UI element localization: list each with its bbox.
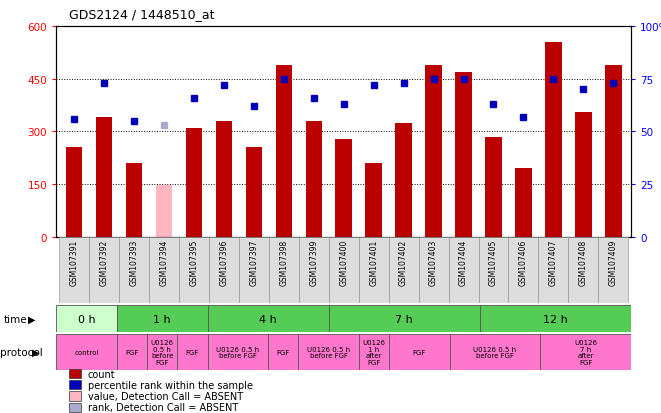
- Text: GSM107394: GSM107394: [159, 240, 169, 286]
- Text: ▶: ▶: [28, 314, 36, 324]
- Bar: [575, 113, 592, 237]
- Text: rank, Detection Call = ABSENT: rank, Detection Call = ABSENT: [88, 402, 238, 412]
- Bar: [147, 335, 177, 370]
- Bar: [89, 237, 119, 304]
- Bar: [59, 237, 89, 304]
- Bar: [329, 306, 480, 332]
- Text: U0126
1 h
after
FGF: U0126 1 h after FGF: [362, 339, 385, 365]
- Text: GSM107393: GSM107393: [130, 240, 139, 286]
- Bar: [359, 335, 389, 370]
- Text: GSM107400: GSM107400: [339, 240, 348, 286]
- Text: U0126 0.5 h
before FGF: U0126 0.5 h before FGF: [473, 346, 517, 358]
- Text: GSM107409: GSM107409: [609, 240, 618, 286]
- Bar: [366, 164, 382, 237]
- Bar: [425, 65, 442, 237]
- Bar: [598, 237, 628, 304]
- Text: 7 h: 7 h: [395, 314, 413, 324]
- Text: time: time: [3, 314, 27, 324]
- Text: GDS2124 / 1448510_at: GDS2124 / 1448510_at: [69, 8, 215, 21]
- Text: value, Detection Call = ABSENT: value, Detection Call = ABSENT: [88, 391, 243, 401]
- Bar: [418, 237, 449, 304]
- Bar: [449, 335, 541, 370]
- Text: GSM107405: GSM107405: [489, 240, 498, 286]
- Bar: [186, 128, 202, 237]
- Text: FGF: FGF: [125, 349, 139, 355]
- Bar: [336, 139, 352, 237]
- Bar: [480, 306, 631, 332]
- Bar: [389, 335, 449, 370]
- Bar: [389, 237, 418, 304]
- Text: U0126 0.5 h
before FGF: U0126 0.5 h before FGF: [307, 346, 350, 358]
- Bar: [508, 237, 539, 304]
- Bar: [455, 73, 472, 237]
- Bar: [605, 65, 621, 237]
- Bar: [539, 237, 568, 304]
- Text: GSM107392: GSM107392: [100, 240, 108, 286]
- Text: U0126
0.5 h
before
FGF: U0126 0.5 h before FGF: [151, 339, 174, 365]
- Bar: [96, 118, 112, 237]
- Bar: [479, 237, 508, 304]
- Text: GSM107402: GSM107402: [399, 240, 408, 286]
- Bar: [56, 306, 117, 332]
- Text: ▶: ▶: [32, 347, 39, 357]
- Text: FGF: FGF: [412, 349, 426, 355]
- Text: 4 h: 4 h: [259, 314, 277, 324]
- Text: GSM107408: GSM107408: [579, 240, 588, 286]
- Text: GSM107396: GSM107396: [219, 240, 229, 286]
- Bar: [208, 335, 268, 370]
- Bar: [208, 306, 329, 332]
- Text: 12 h: 12 h: [543, 314, 568, 324]
- Bar: [179, 237, 209, 304]
- Bar: [177, 335, 208, 370]
- Bar: [149, 237, 179, 304]
- Bar: [209, 237, 239, 304]
- Text: count: count: [88, 369, 116, 379]
- Bar: [117, 335, 147, 370]
- Bar: [126, 164, 142, 237]
- Bar: [359, 237, 389, 304]
- Text: percentile rank within the sample: percentile rank within the sample: [88, 380, 253, 390]
- Bar: [568, 237, 598, 304]
- Bar: [156, 185, 173, 237]
- Bar: [215, 121, 232, 237]
- Text: protocol: protocol: [0, 347, 43, 357]
- Bar: [545, 43, 562, 237]
- Text: GSM107395: GSM107395: [190, 240, 198, 286]
- Text: GSM107406: GSM107406: [519, 240, 528, 286]
- Bar: [117, 306, 208, 332]
- Bar: [119, 237, 149, 304]
- Bar: [56, 335, 117, 370]
- Bar: [305, 121, 322, 237]
- Bar: [485, 138, 502, 237]
- Text: GSM107404: GSM107404: [459, 240, 468, 286]
- Bar: [515, 169, 531, 237]
- Text: GSM107398: GSM107398: [280, 240, 288, 286]
- Bar: [298, 335, 359, 370]
- Text: U0126
7 h
after
FGF: U0126 7 h after FGF: [574, 339, 598, 365]
- Text: FGF: FGF: [186, 349, 199, 355]
- Bar: [541, 335, 631, 370]
- Text: 1 h: 1 h: [153, 314, 171, 324]
- Bar: [395, 123, 412, 237]
- Bar: [276, 65, 292, 237]
- Bar: [66, 148, 83, 237]
- Bar: [268, 335, 298, 370]
- Text: GSM107407: GSM107407: [549, 240, 558, 286]
- Text: 0 h: 0 h: [77, 314, 95, 324]
- Text: FGF: FGF: [276, 349, 290, 355]
- Bar: [299, 237, 329, 304]
- Text: control: control: [74, 349, 98, 355]
- Text: GSM107403: GSM107403: [429, 240, 438, 286]
- Bar: [329, 237, 359, 304]
- Bar: [269, 237, 299, 304]
- Text: GSM107401: GSM107401: [369, 240, 378, 286]
- Text: GSM107391: GSM107391: [69, 240, 79, 286]
- Text: U0126 0.5 h
before FGF: U0126 0.5 h before FGF: [216, 346, 259, 358]
- Bar: [239, 237, 269, 304]
- Text: GSM107399: GSM107399: [309, 240, 318, 286]
- Bar: [246, 148, 262, 237]
- Text: GSM107397: GSM107397: [249, 240, 258, 286]
- Bar: [449, 237, 479, 304]
